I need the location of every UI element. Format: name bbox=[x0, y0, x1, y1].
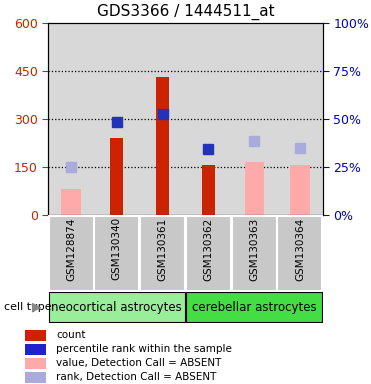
Text: GSM128874: GSM128874 bbox=[66, 217, 76, 281]
Bar bbox=[25, 372, 46, 383]
Bar bbox=[25, 358, 46, 369]
FancyBboxPatch shape bbox=[140, 216, 185, 291]
Text: GSM130362: GSM130362 bbox=[203, 217, 213, 281]
Text: GSM130361: GSM130361 bbox=[158, 217, 168, 281]
Text: percentile rank within the sample: percentile rank within the sample bbox=[56, 344, 232, 354]
Text: cerebellar astrocytes: cerebellar astrocytes bbox=[192, 301, 316, 314]
Text: GSM130364: GSM130364 bbox=[295, 217, 305, 281]
FancyBboxPatch shape bbox=[278, 216, 322, 291]
FancyBboxPatch shape bbox=[49, 293, 185, 322]
Bar bbox=[25, 330, 46, 341]
FancyBboxPatch shape bbox=[49, 216, 93, 291]
Text: rank, Detection Call = ABSENT: rank, Detection Call = ABSENT bbox=[56, 372, 216, 382]
FancyBboxPatch shape bbox=[186, 293, 322, 322]
Text: count: count bbox=[56, 330, 86, 340]
Text: neocortical astrocytes: neocortical astrocytes bbox=[52, 301, 182, 314]
FancyBboxPatch shape bbox=[232, 216, 276, 291]
Bar bbox=[62, 189, 81, 215]
Bar bbox=[290, 166, 309, 215]
Text: value, Detection Call = ABSENT: value, Detection Call = ABSENT bbox=[56, 358, 221, 368]
Text: GSM130340: GSM130340 bbox=[112, 217, 122, 280]
FancyBboxPatch shape bbox=[186, 216, 231, 291]
Text: cell type: cell type bbox=[4, 302, 51, 312]
Bar bbox=[244, 162, 264, 215]
Title: GDS3366 / 1444511_at: GDS3366 / 1444511_at bbox=[97, 4, 274, 20]
Bar bbox=[111, 138, 123, 215]
FancyBboxPatch shape bbox=[95, 216, 139, 291]
Bar bbox=[25, 344, 46, 355]
Text: GSM130363: GSM130363 bbox=[249, 217, 259, 281]
Text: ▶: ▶ bbox=[32, 301, 41, 314]
Bar bbox=[156, 78, 169, 215]
Bar bbox=[202, 166, 215, 215]
